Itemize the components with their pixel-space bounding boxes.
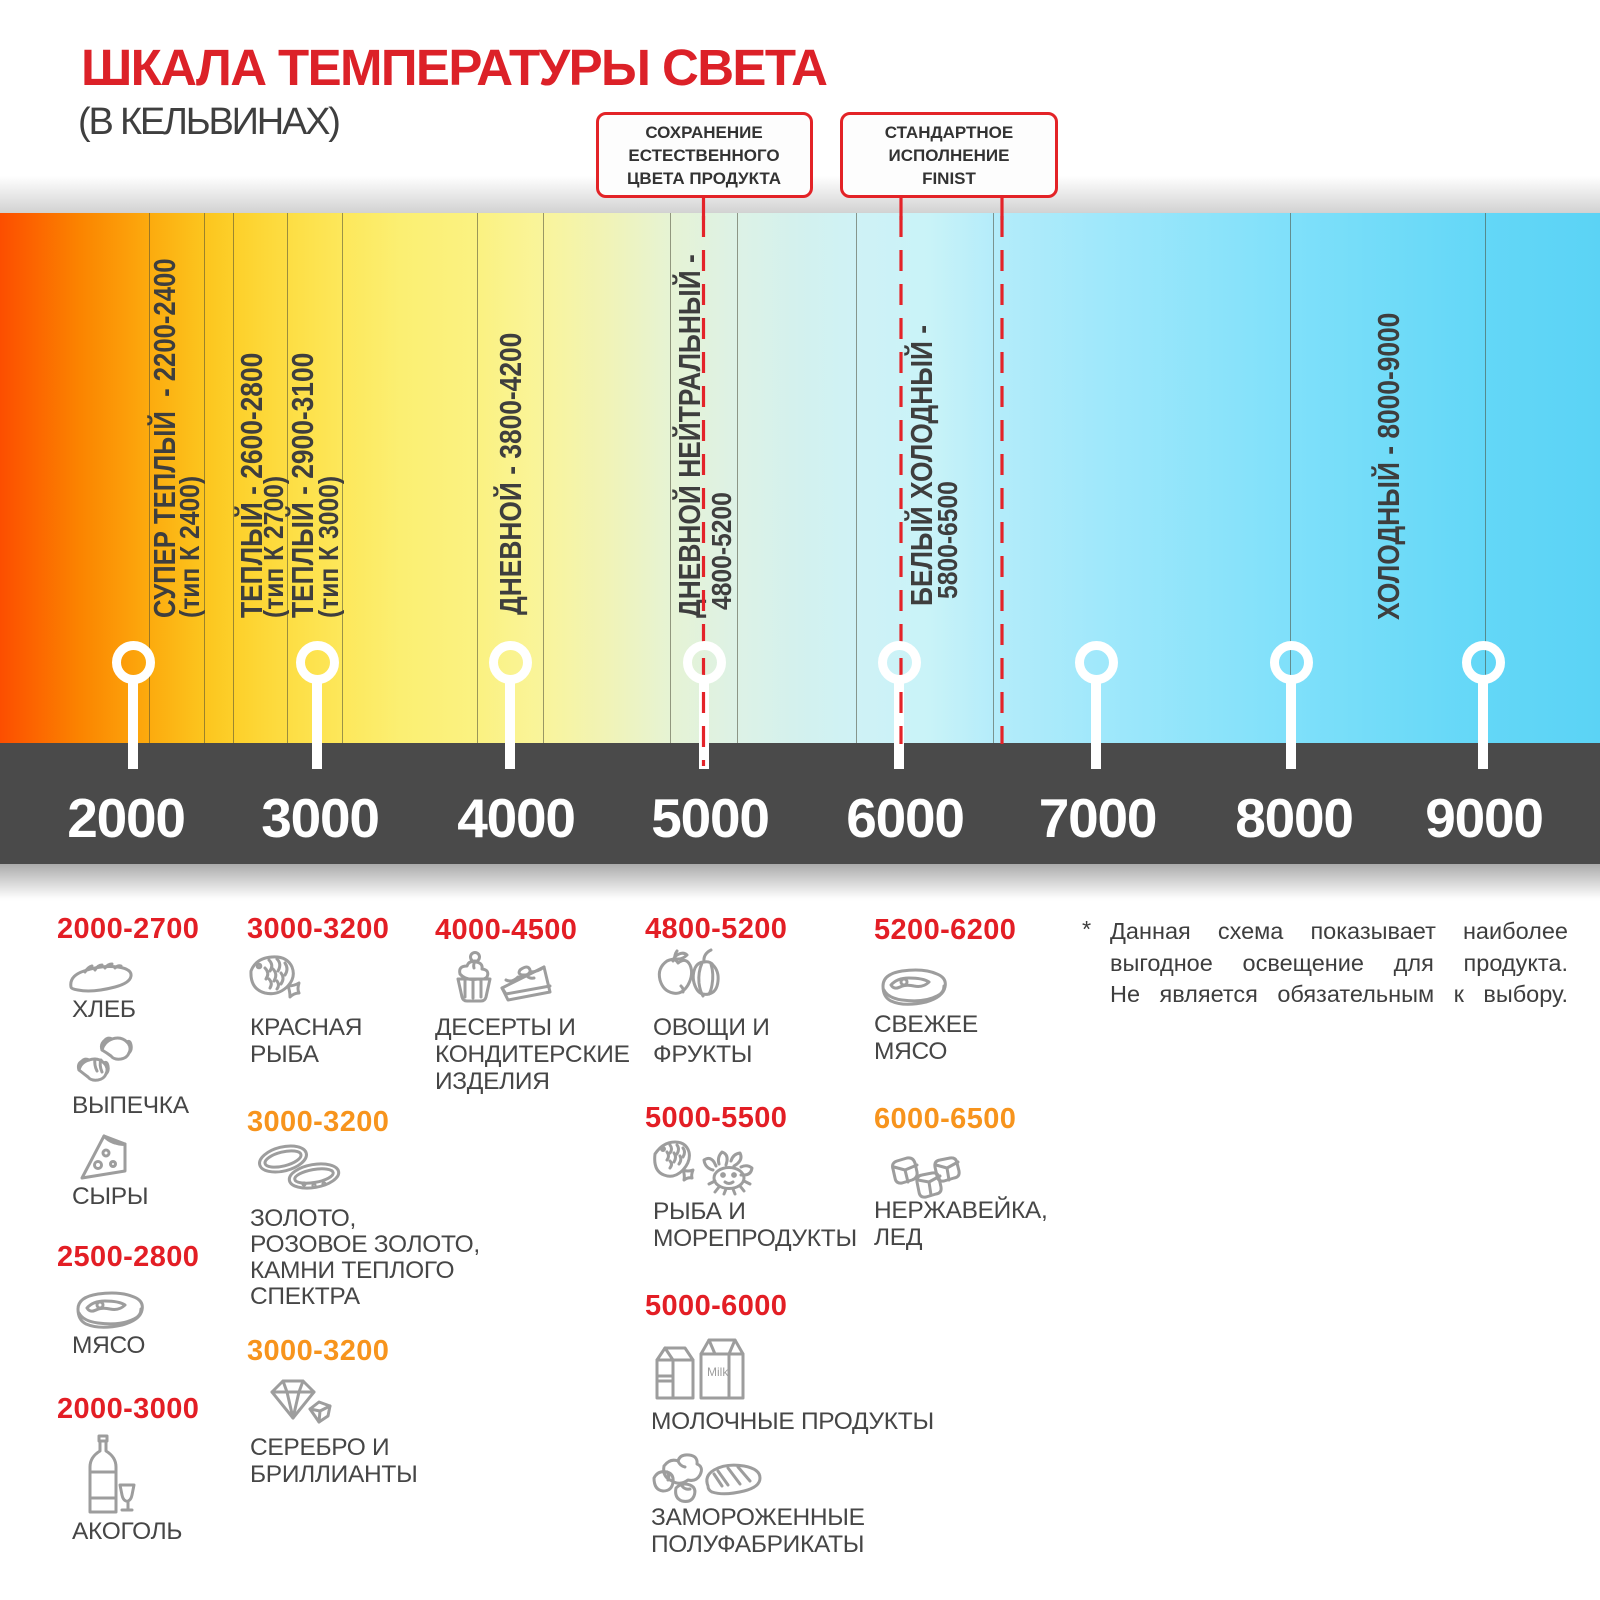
svg-text:Milk: Milk [707,1365,729,1379]
